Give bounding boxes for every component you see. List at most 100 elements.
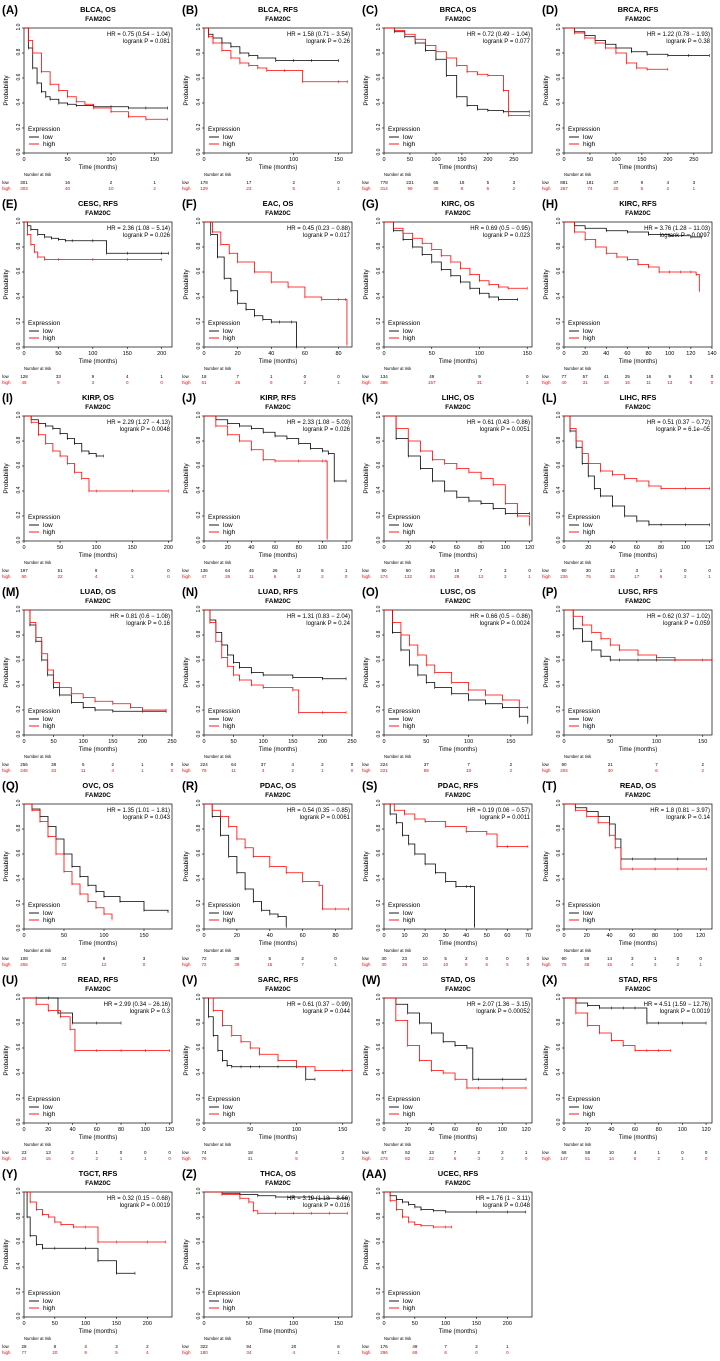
y-tick-label: 1.0 [16,993,22,1000]
logrank-p: logrank P = 0.059 [663,621,711,627]
risk-title: Number at risk [24,1142,52,1147]
logrank-p: logrank P = 0.077 [483,39,531,45]
km-curve-low [24,1191,135,1274]
y-tick-label: 0.0 [196,1118,202,1125]
plot-title: LUSC, RFS [618,587,658,596]
risk-count-low: 0 [526,374,529,379]
km-curve-high [384,609,528,708]
plot-title: KIRC, RFS [619,199,657,208]
legend-label-high: high [223,917,236,924]
risk-count-low: 7 [454,1150,457,1155]
risk-count-low: 0 [527,956,530,961]
km-panel: (O) LUSC, OS FAM20C 0.0 0.2 0.4 0.6 0.8 1.0 Proba… [362,587,533,773]
logrank-p: logrank P = 0.0019 [120,1203,171,1209]
risk-count-high: 4 [95,574,98,579]
risk-count-high: 20 [613,186,619,191]
plot-frame [203,415,353,542]
risk-count-high: 3 [654,962,657,967]
x-tick-label: 20 [405,1127,411,1133]
gene-label: FAM20C [445,986,471,993]
y-tick-label: 0.8 [196,436,202,443]
risk-count-high: 303 [20,186,28,191]
logrank-p: logrank P = 0.0011 [480,815,531,821]
x-tick-label: 150 [108,739,117,745]
x-tick-label: 20 [405,545,411,551]
gene-label: FAM20C [85,16,111,23]
risk-count-low: 0 [337,374,340,379]
y-tick-label: 0.0 [196,536,202,543]
risk-count-low: 2 [321,762,324,767]
risk-count-low: 64 [225,568,231,573]
y-tick-label: 0.2 [376,705,382,712]
x-tick-label: 10 [401,933,407,939]
gene-label: FAM20C [85,986,111,993]
km-panel: (S) PDAC, RFS FAM20C 0.0 0.2 0.4 0.6 0.8 1.0 Prob… [362,781,533,967]
y-tick-label: 0.4 [556,292,562,299]
y-axis-label: Probability [3,463,10,494]
x-tick-label: 250 [347,739,356,745]
risk-row-label-high: high [2,1156,11,1161]
risk-row-label-low: low [542,374,550,379]
logrank-p: logrank P = 0.0024 [480,621,531,627]
panel-label: (M) [2,587,19,599]
legend-title: Expression [208,126,241,133]
risk-count-high: 1 [321,768,324,773]
risk-count-high: 246 [20,768,28,773]
risk-count-low: 2 [477,1150,480,1155]
x-tick-label: 0 [382,157,385,163]
risk-row-label-high: high [542,186,551,191]
risk-count-high: 0 [168,1156,171,1161]
risk-count-high: 22 [58,574,64,579]
risk-count-low: 90 [381,568,387,573]
risk-count-low: 0 [684,568,687,573]
risk-count-low: 3 [631,956,634,961]
risk-count-low: 4 [84,1344,87,1349]
y-tick-label: 0.6 [376,461,382,468]
panel-label: (Y) [2,1169,18,1181]
risk-count-low: 224 [380,762,388,767]
risk-row-label-low: low [362,568,370,573]
x-tick-label: 100 [501,545,510,551]
panel-label: (Z) [182,1169,197,1181]
x-axis-label: Time (months) [259,359,297,365]
x-axis-label: Time (months) [619,941,657,947]
y-tick-label: 0.4 [376,486,382,493]
risk-count-low: 0 [131,568,134,573]
risk-count-high: 75 [586,574,592,579]
y-tick-label: 0.8 [16,242,22,249]
risk-count-low: 2 [110,180,113,185]
legend-label-high: high [403,529,416,536]
x-tick-label: 0 [202,351,205,357]
risk-count-low: 0 [168,1150,171,1155]
risk-row-label-high: high [182,1350,191,1355]
risk-count-high: 1 [526,380,529,385]
y-tick-label: 1.0 [196,605,202,612]
risk-count-low: 26 [273,568,279,573]
risk-row-label-low: low [2,374,10,379]
x-tick-label: 150 [150,157,159,163]
x-tick-label: 100 [464,739,473,745]
risk-row-label-low: low [362,1344,370,1349]
risk-count-low: 28 [21,1344,27,1349]
risk-count-low: 52 [405,1150,411,1155]
risk-count-low: 4 [126,374,129,379]
y-tick-label: 1.0 [16,217,22,224]
risk-count-high: 34 [246,1350,252,1355]
risk-count-high: 1 [681,1156,684,1161]
y-axis-label: Probability [3,269,10,300]
hazard-ratio: HR = 1.58 (0.71 − 3.54) [287,32,350,38]
gene-label: FAM20C [625,598,651,605]
y-tick-label: 0.4 [376,1068,382,1075]
legend-label-low: low [43,910,53,917]
risk-title: Number at risk [204,948,232,953]
risk-count-high: 30 [381,962,387,967]
gene-label: FAM20C [445,404,471,411]
hazard-ratio: HR = 0.61 (0.43 − 0.86) [467,420,530,426]
hazard-ratio: HR = 2.36 (1.08 − 5.14) [107,226,170,232]
y-tick-label: 0.4 [16,1068,22,1075]
risk-count-low: 90 [561,568,567,573]
x-tick-label: 60 [94,1127,100,1133]
plot-frame [563,27,713,154]
risk-row-label-low: low [542,956,550,961]
x-tick-label: 40 [609,545,615,551]
